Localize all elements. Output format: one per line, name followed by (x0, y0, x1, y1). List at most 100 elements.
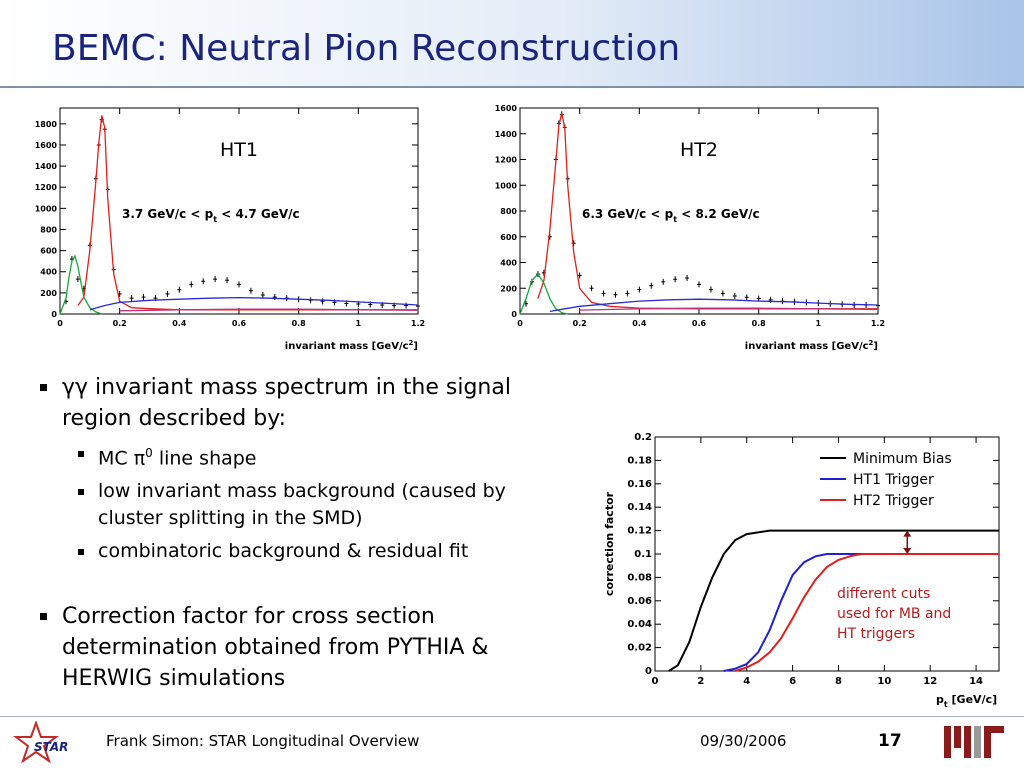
x-tick-label: 1.2 (871, 319, 885, 328)
y-tick-label: 1200 (35, 183, 58, 192)
footer-author: Frank Simon: STAR Longitudinal Overview (106, 732, 420, 750)
x-axis-label: invariant mass [GeV/c2] (745, 339, 878, 352)
x-tick-label: 4 (743, 676, 750, 687)
cuts-annotation: different cuts (837, 586, 930, 602)
pt-range-annotation: 3.7 GeV/c < pt < 4.7 GeV/c (122, 207, 300, 224)
y-tick-label: 1800 (35, 120, 58, 129)
gamma-gamma-symbol: γγ (62, 375, 89, 400)
y-tick-label: 600 (40, 247, 57, 256)
y-tick-label: 0.06 (627, 596, 652, 607)
arrow-head-up (903, 530, 912, 537)
sub-bullet-low-mass-background: low invariant mass background (caused by… (38, 478, 558, 532)
y-tick-label: 200 (40, 289, 57, 298)
correction-factor-plot: 0 2 4 6 8 10 12 14 0 0.02 0.04 0.06 0.08 0.1 0.12 0.14 0… (603, 432, 1000, 709)
footer-date: 09/30/2006 (700, 732, 787, 750)
x-tick-label: 2 (697, 676, 704, 687)
x-tick-label: 0.8 (752, 319, 767, 328)
mit-logo (944, 726, 1004, 758)
x-tick-label: 0.2 (113, 319, 127, 328)
star-logo: STAR (13, 721, 68, 764)
pi-symbol: π (133, 447, 146, 470)
y-tick-label: 800 (40, 225, 57, 234)
star-logo-text: STAR (34, 740, 68, 754)
fit-curve (549, 298, 879, 313)
x-axis-label: pt [GeV/c] (936, 693, 997, 709)
y-tick-label: 400 (500, 259, 517, 268)
y-tick-label: 0.16 (627, 479, 652, 490)
arrow-head-down (903, 548, 912, 554)
y-tick-label: 0.08 (627, 572, 652, 583)
bullet-spectrum-text: invariant mass spectrum in the signal re… (62, 375, 511, 431)
y-tick-label: 1000 (495, 181, 518, 190)
x-tick-label: 1.2 (411, 319, 425, 328)
cuts-annotation: HT triggers (837, 626, 915, 642)
x-axis-label: invariant mass [GeV/c2] (285, 339, 418, 352)
ht2-trigger-curve (735, 553, 999, 672)
bullet-correction-factor: Correction factor for cross section dete… (38, 601, 558, 694)
x-tick-label: 0.4 (172, 319, 187, 328)
pt-range-annotation: 6.3 GeV/c < pt < 8.2 GeV/c (582, 207, 760, 224)
y-axis-label: correction factor (603, 491, 616, 596)
y-tick-label: 1000 (35, 204, 58, 213)
y-tick-label: 0 (51, 310, 57, 319)
y-tick-label: 0.2 (634, 432, 652, 443)
y-tick-label: 0 (645, 666, 652, 677)
y-tick-label: 1400 (35, 162, 58, 171)
x-tick-label: 1 (816, 319, 822, 328)
fit-curve (519, 273, 568, 315)
x-tick-label: 0.2 (573, 319, 587, 328)
x-tick-label: 1 (356, 319, 362, 328)
x-tick-label: 8 (835, 676, 842, 687)
x-tick-label: 0.8 (292, 319, 307, 328)
bullet-spectrum: γγ invariant mass spectrum in the signal… (38, 372, 558, 434)
title-divider (0, 86, 1024, 88)
y-tick-label: 0.14 (627, 502, 652, 513)
y-tick-label: 800 (500, 207, 517, 216)
y-tick-label: 0.12 (627, 526, 652, 537)
sub-bullet-mc-shape: MC π0 line shape (38, 440, 558, 472)
invariant-mass-plot-ht1: 0 0.2 0.4 0.6 0.8 1 1.2 0 200 400 600 800 1000 1200 14… (35, 107, 425, 352)
x-tick-label: 10 (877, 676, 891, 687)
plot-frame (59, 107, 419, 315)
plot-frame (519, 107, 879, 315)
x-tick-label: 0.4 (632, 319, 647, 328)
legend-entry: HT2 Trigger (853, 493, 934, 509)
bullet-list: γγ invariant mass spectrum in the signal… (38, 372, 558, 694)
slide-title: BEMC: Neutral Pion Reconstruction (52, 28, 681, 69)
y-tick-label: 400 (40, 268, 57, 277)
legend-entry: HT1 Trigger (853, 472, 934, 488)
y-tick-label: 1600 (35, 141, 58, 150)
cuts-annotation: used for MB and (837, 606, 951, 622)
legend-entry: Minimum Bias (853, 451, 952, 467)
x-tick-label: 0 (517, 319, 523, 328)
x-tick-label: 0 (652, 676, 659, 687)
y-tick-label: 600 (500, 233, 517, 242)
y-tick-label: 1600 (495, 104, 518, 113)
page-number: 17 (878, 731, 902, 751)
y-tick-label: 200 (500, 284, 517, 293)
y-tick-label: 0.1 (634, 549, 652, 560)
x-tick-label: 14 (969, 676, 983, 687)
x-tick-label: 0 (57, 319, 63, 328)
minimum-bias-curve (668, 529, 999, 672)
y-tick-label: 0.02 (627, 643, 652, 654)
fit-curve (579, 307, 879, 311)
invariant-mass-plot-ht2: 0 0.2 0.4 0.6 0.8 1 1.2 0 200 400 600 800 1000 1200 14… (495, 104, 885, 352)
footer-divider (0, 716, 1024, 717)
x-tick-label: 0.6 (232, 319, 247, 328)
y-tick-label: 1400 (495, 130, 518, 139)
trigger-label: HT1 (220, 139, 258, 161)
y-tick-label: 0 (511, 310, 517, 319)
x-tick-label: 12 (923, 676, 937, 687)
title-bar (0, 0, 1024, 88)
fit-curve (89, 296, 419, 311)
x-tick-label: 6 (789, 676, 796, 687)
y-tick-label: 0.18 (627, 455, 652, 466)
y-tick-label: 0.04 (627, 619, 652, 630)
y-tick-label: 1200 (495, 156, 518, 165)
x-tick-label: 0.6 (692, 319, 707, 328)
star-logo-shape (13, 721, 59, 764)
fit-curve (119, 308, 419, 312)
trigger-label: HT2 (680, 139, 718, 161)
sub-bullet-combinatoric-background: combinatoric background & residual fit (38, 538, 558, 565)
